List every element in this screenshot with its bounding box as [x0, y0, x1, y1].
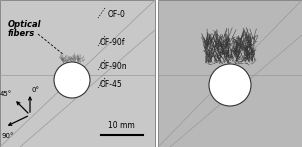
- Text: 10 mm: 10 mm: [108, 121, 135, 130]
- Text: OF-45: OF-45: [100, 80, 123, 89]
- Circle shape: [54, 62, 90, 98]
- Bar: [158, 0, 302, 147]
- Text: 90°: 90°: [2, 133, 14, 139]
- Text: 0°: 0°: [32, 87, 40, 93]
- Text: OF-0: OF-0: [108, 10, 126, 19]
- Text: OF-90f: OF-90f: [100, 38, 126, 47]
- Text: fibers: fibers: [8, 29, 35, 38]
- Circle shape: [209, 64, 251, 106]
- Text: 45°: 45°: [0, 91, 12, 97]
- Text: Optical: Optical: [8, 20, 41, 29]
- Text: OF-90n: OF-90n: [100, 62, 128, 71]
- Bar: [0, 0, 155, 147]
